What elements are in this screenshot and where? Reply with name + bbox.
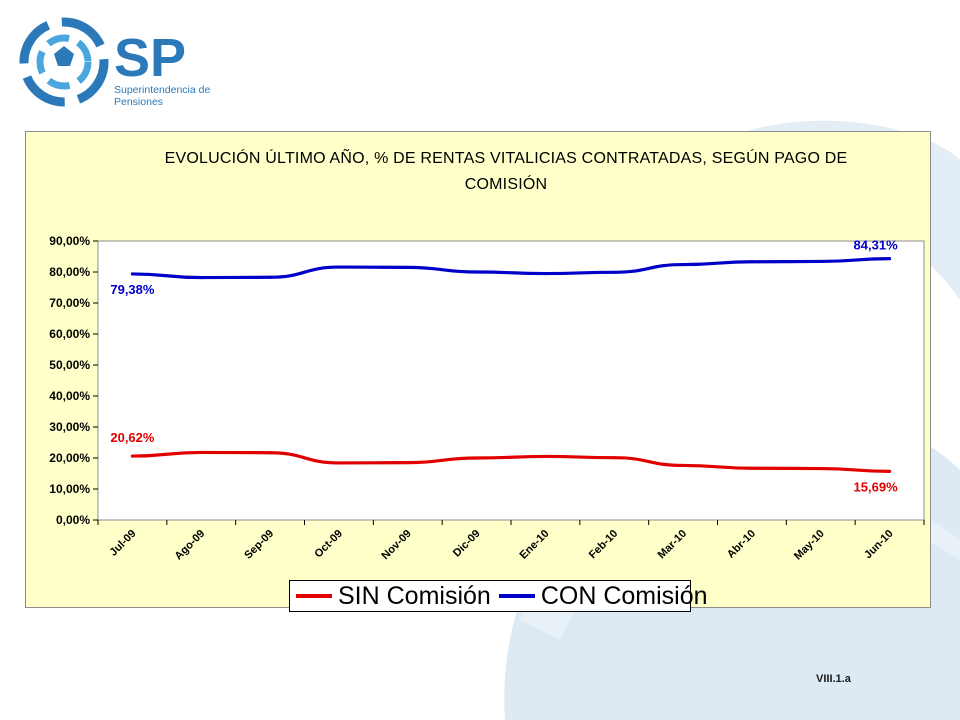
legend-entry-sin-comision: SIN Comisión: [296, 582, 491, 610]
legend-entry-con-comision: CON Comisión: [498, 582, 708, 610]
x-tick-label: Sep-09: [242, 528, 276, 562]
data-label-last: 15,69%: [854, 479, 899, 494]
sp-logo-mark: SP Superintendencia de Pensiones: [19, 17, 210, 108]
data-point: [474, 456, 479, 460]
y-tick-label: 30,00%: [49, 420, 90, 434]
x-tick-label: May-10: [792, 528, 827, 563]
x-tick-label: Jun-10: [862, 528, 896, 562]
y-tick-label: 90,00%: [49, 234, 90, 248]
chart-panel: EVOLUCIÓN ÚLTIMO AÑO, % DE RENTAS VITALI…: [25, 131, 931, 608]
line-chart: 0,00% 10,00% 20,00% 30,00% 40,00% 50,00% 60,00…: [49, 234, 925, 563]
data-label-first: 20,62%: [110, 430, 155, 445]
slide-code: VIII.1.a: [816, 673, 851, 685]
y-tick-label: 10,00%: [49, 482, 90, 496]
y-tick-label: 40,00%: [49, 389, 90, 403]
x-tick-label: Oct-09: [312, 528, 345, 561]
data-point: [819, 466, 823, 471]
data-point: [337, 461, 341, 465]
data-point: [543, 271, 548, 276]
y-tick-label: 20,00%: [49, 451, 90, 465]
data-point: [130, 272, 135, 276]
series-line-0: [132, 450, 890, 473]
legend-swatch-red: [296, 594, 332, 598]
data-point: [406, 461, 410, 465]
data-point: [750, 260, 754, 264]
x-tick-label: Mar-10: [656, 528, 690, 562]
data-point: [268, 275, 272, 279]
logo-subtitle-line1: Superintendencia de: [114, 84, 210, 96]
sp-logo: SP Superintendencia de Pensiones: [14, 14, 224, 110]
data-label-first: 79,38%: [110, 282, 155, 297]
data-point: [887, 469, 892, 473]
x-tick-label: Nov-09: [379, 528, 413, 562]
chart-title-line-1: EVOLUCIÓN ÚLTIMO AÑO, % DE RENTAS VITALI…: [164, 150, 848, 167]
x-axis: Jul-09 Ago-09 Sep-09 Oct-09 Nov-09 Dic-09 Ene-…: [97, 520, 925, 563]
x-tick-label: Ago-09: [173, 528, 208, 563]
y-tick-label: 0,00%: [56, 513, 90, 527]
data-point: [612, 456, 616, 460]
chart-title-line-2: COMISIÓN: [464, 176, 548, 193]
data-label-last: 84,31%: [854, 238, 899, 253]
x-tick-label: Abr-10: [725, 528, 758, 561]
data-point: [474, 270, 479, 274]
data-point: [268, 451, 272, 455]
data-point: [681, 463, 685, 468]
data-point: [543, 454, 548, 459]
y-tick-label: 60,00%: [49, 327, 90, 341]
y-tick-label: 70,00%: [49, 296, 90, 310]
series-line-1: [132, 257, 890, 280]
x-tick-label: Ene-10: [518, 528, 552, 562]
data-point: [337, 265, 341, 269]
logo-subtitle-line2: Pensiones: [114, 96, 163, 108]
chart-legend: SIN Comisión CON Comisión: [289, 580, 708, 612]
data-point: [819, 259, 823, 264]
data-point: [406, 265, 410, 269]
y-axis: 0,00% 10,00% 20,00% 30,00% 40,00% 50,00% 60,00…: [49, 234, 98, 527]
y-tick-label: 80,00%: [49, 265, 90, 279]
legend-label-con-comision: CON Comisión: [540, 582, 708, 610]
legend-swatch-blue: [498, 594, 535, 598]
series-lines: [130, 257, 892, 473]
data-point: [199, 450, 203, 455]
x-tick-label: Feb-10: [587, 528, 621, 562]
x-tick-label: Dic-09: [451, 528, 483, 560]
logo-wordmark: SP: [114, 28, 186, 88]
data-labels: 20,62% 15,69% 79,38% 84,31%: [110, 238, 898, 495]
data-point: [199, 275, 203, 280]
data-point: [612, 270, 616, 274]
y-tick-label: 50,00%: [49, 358, 90, 372]
plot-area: [97, 240, 925, 521]
data-point: [887, 257, 892, 261]
data-point: [130, 454, 135, 458]
x-tick-label: Jul-09: [108, 528, 139, 559]
legend-label-sin-comision: SIN Comisión: [338, 582, 491, 610]
data-point: [750, 466, 754, 470]
data-point: [681, 262, 685, 267]
